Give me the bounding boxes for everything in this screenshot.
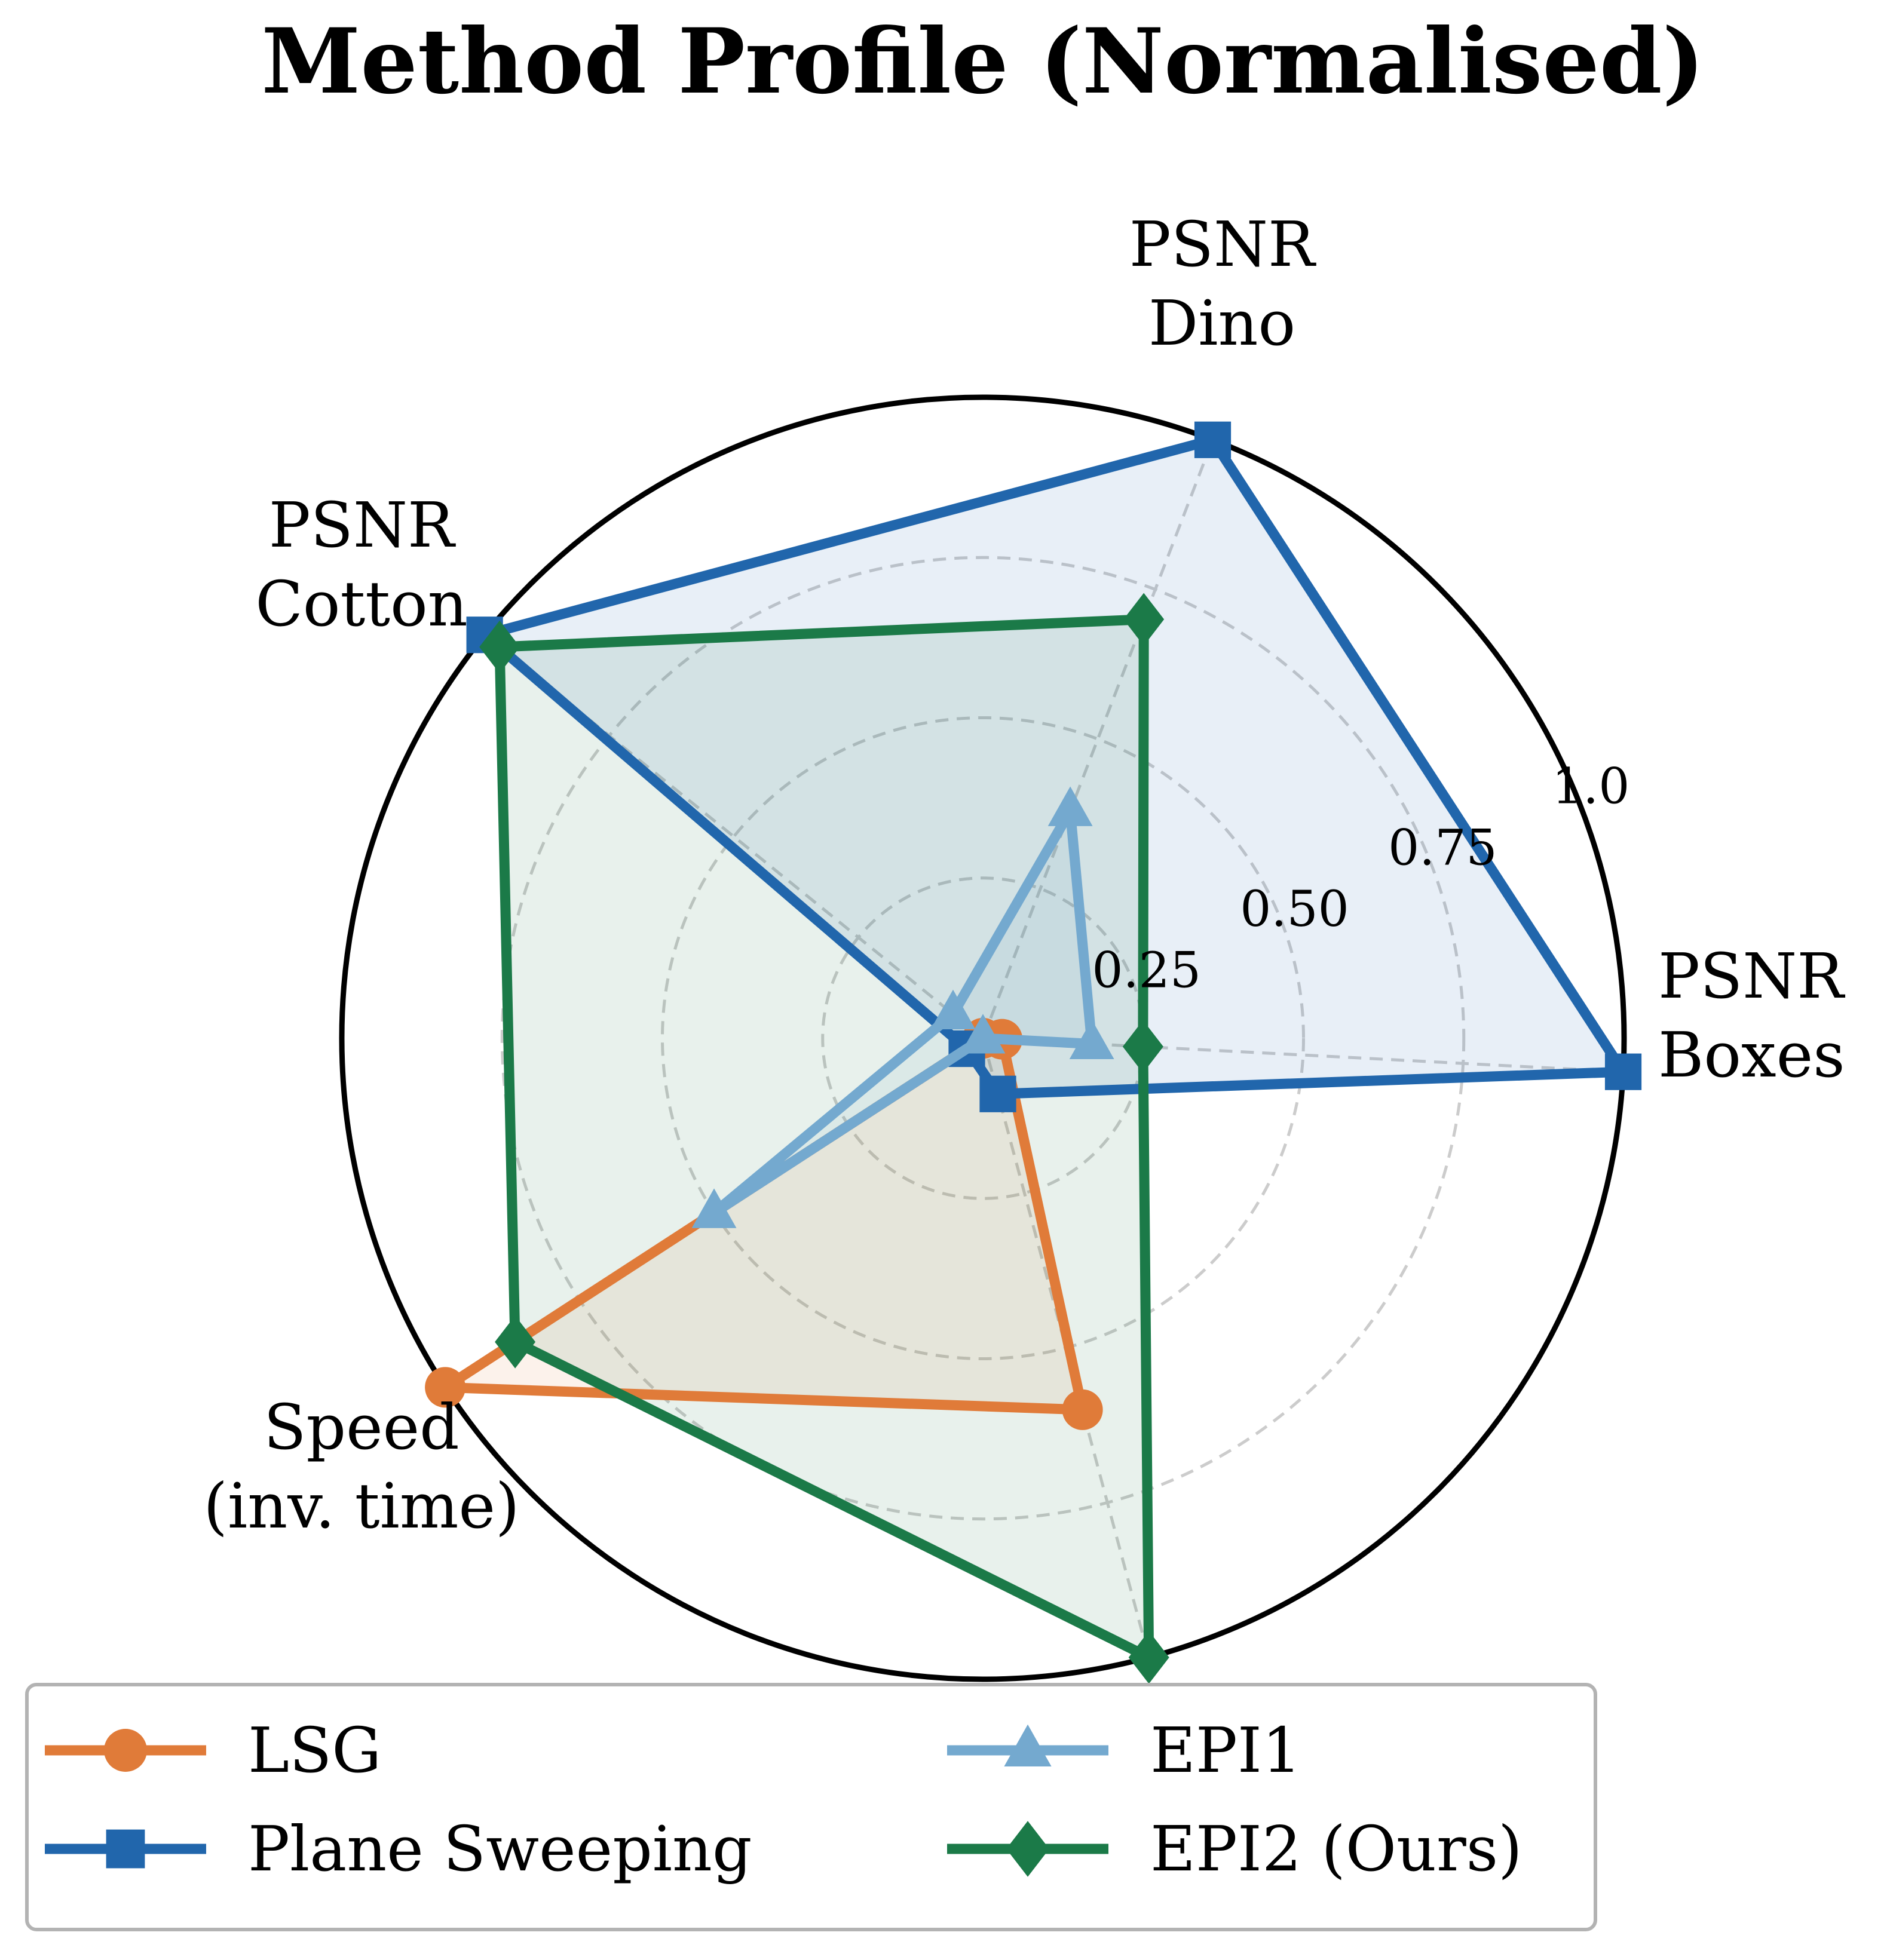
lsg-area (445, 1038, 1083, 1410)
epi1-area (714, 811, 1092, 1213)
epi1-point-2 (1047, 786, 1093, 826)
legend-box (25, 1683, 1597, 1931)
epi1-line (710, 794, 1098, 1217)
grid-ring-3 (500, 556, 1466, 1521)
legend-lsg-label: LSG (248, 1714, 381, 1787)
series-lines (425, 421, 1642, 1684)
plane-sweeping-line (474, 434, 1632, 1099)
legend-epi1-label: EPI1 (1150, 1714, 1301, 1787)
tick-label-1: 0.25 (1092, 943, 1201, 999)
epi1-point-3 (930, 989, 976, 1029)
axis-label-1-line-1: PSNR (1658, 940, 1845, 1013)
axis-label-4-line-2: (inv. time) (203, 1470, 519, 1542)
plane-sweeping-point-1 (1604, 1053, 1642, 1090)
axis-label-3-line-2: Cotton (255, 568, 467, 640)
legend-epi2-ours-label: EPI2 (Ours) (1150, 1812, 1523, 1885)
tick-label-2: 0.50 (1240, 881, 1349, 938)
epi2-ours-point-3 (479, 620, 520, 674)
epi2-ours-point-2 (1123, 593, 1165, 646)
lsg-point-4 (425, 1367, 466, 1408)
epi2-ours-point-1 (1122, 1020, 1163, 1073)
tick-label-3: 0.75 (1388, 820, 1497, 876)
epi2-ours-point-5 (1128, 1631, 1169, 1684)
outer-ring (339, 394, 1627, 1682)
epi2-ours-line (494, 614, 1154, 1666)
axis-label-2-line-2: Dino (1148, 287, 1295, 360)
chart-title: Method Profile (Normalised) (261, 9, 1704, 114)
grid-ring-2 (661, 716, 1305, 1360)
epi1-point-4 (691, 1188, 737, 1228)
axis-label-1-line-2: Boxes (1658, 1019, 1845, 1091)
legend-epi1-marker (1004, 1724, 1052, 1766)
plane-sweeping-area (485, 440, 1623, 1094)
legend-lsg-marker (104, 1729, 147, 1772)
legend-plane-sweeping-label: Plane Sweeping (248, 1812, 752, 1885)
legend: LSG Plane Sweeping EPI1 EPI2 (Ours) (25, 1683, 1597, 1931)
epi2-ours-point-4 (495, 1315, 536, 1369)
plane-sweeping-point-5 (979, 1075, 1016, 1112)
plane-sweeping-point-2 (1194, 421, 1232, 458)
axis-label-2-line-1: PSNR (1129, 208, 1316, 281)
legend-plane-sweeping-marker (106, 1829, 145, 1869)
lsg-point-5 (1062, 1389, 1103, 1430)
epi1-point-5 (960, 1014, 1006, 1054)
axis-label-3-line-1: PSNR (269, 489, 456, 562)
epi1-point-1 (1069, 1019, 1114, 1060)
axis-label-4-line-1: Speed (264, 1391, 460, 1464)
tick-label-4: 1.0 (1552, 759, 1629, 815)
tick-labels: 0.25 0.50 0.75 1.0 (1092, 759, 1629, 999)
legend-epi2-ours-marker (1006, 1821, 1049, 1877)
